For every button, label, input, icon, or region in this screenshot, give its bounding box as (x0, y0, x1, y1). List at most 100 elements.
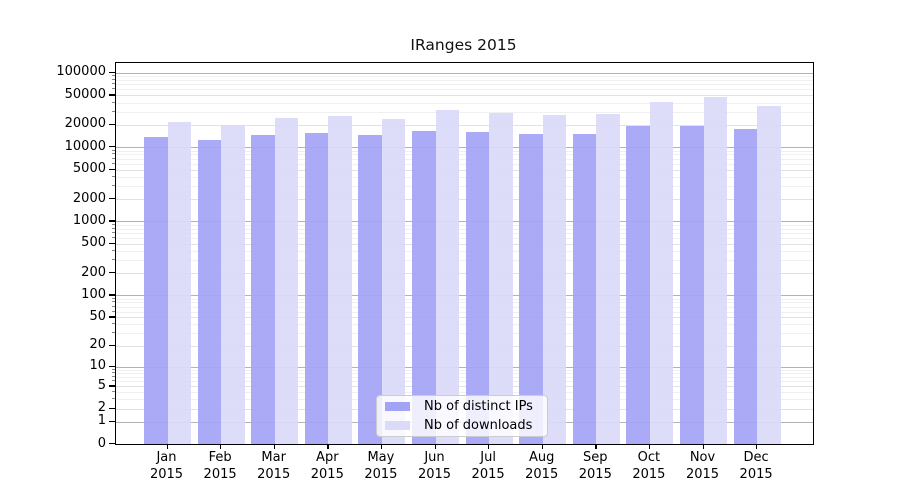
y-tick-label: 0 (97, 435, 106, 451)
y-tick-label: 1 (97, 413, 106, 429)
y-tick-mark-minor (112, 391, 115, 393)
y-gridline (116, 366, 813, 368)
bar-distinct-ips (680, 125, 704, 444)
x-tick-mark (488, 444, 490, 450)
legend-swatch-distinct-ips (385, 401, 410, 412)
y-tick-mark-minor (112, 110, 115, 112)
y-gridline-minor (116, 224, 813, 226)
y-tick-mark-minor (112, 149, 115, 151)
bar-distinct-ips (465, 132, 490, 444)
y-tick-mark (109, 294, 115, 296)
y-gridline-minor (116, 298, 813, 300)
y-gridline (116, 386, 813, 388)
y-tick-mark-minor (112, 305, 115, 307)
bar-distinct-ips (626, 125, 650, 444)
y-tick-mark (109, 168, 115, 170)
y-tick-mark-minor (112, 236, 115, 238)
x-tick-label: May 2015 (364, 450, 398, 482)
x-tick-mark (541, 444, 543, 450)
y-tick-mark (109, 94, 115, 96)
y-gridline (116, 95, 813, 97)
bar-downloads (757, 106, 781, 444)
x-tick-mark (380, 444, 383, 450)
y-tick-mark-minor (112, 83, 115, 85)
x-tick-label: Mar 2015 (257, 450, 291, 482)
y-tick-mark-minor (112, 323, 115, 325)
bar-downloads (381, 118, 406, 444)
y-gridline-minor (116, 84, 813, 86)
y-tick-mark (109, 365, 115, 368)
x-tick-label: Oct 2015 (632, 450, 666, 482)
y-gridline-minor (116, 176, 813, 178)
y-gridline-minor (116, 158, 813, 160)
bar-downloads (489, 113, 513, 444)
y-tick-label: 20000 (64, 116, 106, 132)
y-tick-mark-minor (112, 162, 115, 164)
x-tick-mark (220, 444, 222, 450)
bar-downloads (274, 117, 299, 444)
y-gridline-minor (116, 250, 813, 252)
x-tick-mark (756, 444, 758, 450)
y-gridline-minor (116, 80, 813, 82)
y-tick-mark-minor (112, 153, 115, 155)
y-tick-mark-minor (112, 88, 115, 90)
bar-distinct-ips (197, 140, 222, 444)
y-tick-mark (109, 71, 115, 74)
y-tick-mark (109, 344, 115, 347)
y-tick-mark-minor (112, 79, 115, 81)
y-tick-label: 50 (89, 308, 106, 324)
y-gridline-minor (116, 89, 813, 91)
y-tick-label: 10 (89, 358, 106, 374)
y-tick-mark (109, 220, 115, 222)
x-tick-label: Jan 2015 (149, 450, 184, 482)
y-tick-mark-minor (112, 259, 115, 261)
y-gridline (116, 147, 813, 149)
y-tick-mark-minor (112, 310, 115, 312)
y-tick-mark-minor (112, 157, 115, 159)
y-tick-label: 2000 (72, 190, 106, 206)
y-gridline-minor (116, 260, 813, 262)
y-tick-label: 10000 (64, 138, 106, 154)
y-tick-mark-minor (112, 368, 115, 370)
y-gridline (116, 273, 813, 275)
y-tick-label: 200 (81, 264, 106, 280)
y-tick-mark-minor (112, 75, 115, 77)
y-tick-label: 2 (97, 400, 106, 416)
y-tick-mark-minor (112, 297, 115, 299)
y-tick-mark-minor (112, 231, 115, 233)
x-tick-mark (595, 444, 597, 450)
bar-downloads (328, 115, 352, 444)
y-gridline-minor (116, 302, 813, 304)
y-gridline-minor (116, 333, 813, 335)
y-gridline (116, 199, 813, 201)
y-tick-mark (109, 146, 115, 148)
y-tick-mark-minor (112, 101, 115, 103)
y-gridline-minor (116, 185, 813, 187)
x-tick-label: Sep 2015 (578, 450, 612, 482)
y-gridline-minor (116, 228, 813, 230)
x-tick-label: Apr 2015 (310, 450, 344, 482)
bar-distinct-ips (519, 134, 543, 444)
x-tick-mark (702, 444, 704, 450)
y-gridline-minor (116, 154, 813, 156)
legend-swatch-downloads (385, 420, 410, 431)
bar-downloads (542, 114, 567, 444)
bar-distinct-ips (251, 134, 275, 444)
x-tick-mark (327, 444, 329, 450)
y-tick-mark-minor (112, 175, 115, 177)
y-gridline-minor (116, 76, 813, 78)
y-gridline-minor (116, 102, 813, 104)
y-gridline-minor (116, 306, 813, 308)
y-tick-mark-minor (112, 372, 115, 374)
bar-downloads (649, 102, 674, 444)
y-tick-mark-minor (112, 227, 115, 229)
x-tick-label: Dec 2015 (739, 450, 773, 482)
y-tick-mark-minor (112, 301, 115, 303)
y-gridline-minor (116, 369, 813, 371)
x-tick-mark (273, 444, 275, 450)
bar-distinct-ips (572, 133, 597, 444)
bar-distinct-ips (144, 136, 168, 444)
bar-downloads (596, 113, 620, 444)
y-tick-mark-minor (112, 375, 115, 377)
bar-distinct-ips (304, 133, 329, 444)
